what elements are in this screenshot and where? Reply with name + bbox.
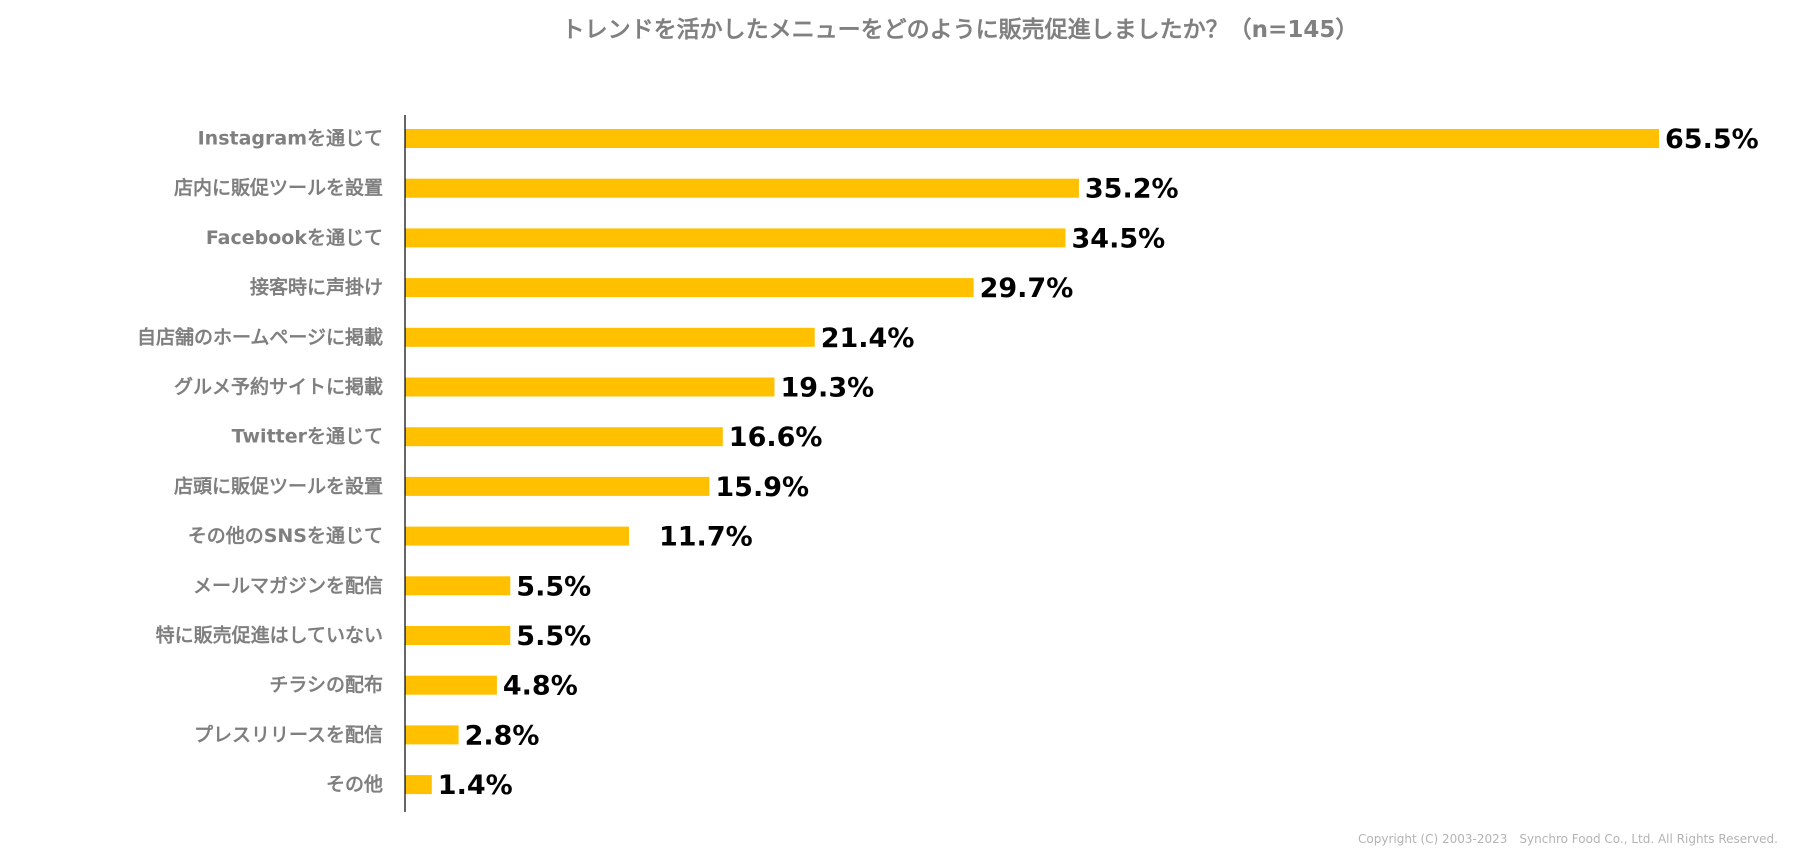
- bar: [405, 476, 710, 496]
- data-label: 65.5%: [1665, 124, 1759, 155]
- data-label: 16.6%: [729, 422, 823, 453]
- category-label: メールマガジンを配信: [193, 574, 383, 597]
- chart-title: トレンドを活かしたメニューをどのように販売促進しましたか？（n=145）: [562, 16, 1359, 43]
- category-label: 店頭に販促ツールを設置: [174, 474, 383, 497]
- category-label: Twitterを通じて: [232, 426, 383, 448]
- data-label: 19.3%: [780, 373, 874, 404]
- category-label: その他: [326, 773, 383, 796]
- data-label: 11.7%: [659, 522, 753, 553]
- bar: [405, 626, 511, 645]
- data-label: 35.2%: [1085, 174, 1179, 205]
- bar: [405, 526, 629, 546]
- category-label: グルメ予約サイトに掲載: [174, 375, 383, 398]
- category-label: 自店舗のホームページに掲載: [137, 325, 383, 348]
- data-label: 5.5%: [516, 571, 591, 602]
- category-label: その他のSNSを通じて: [188, 524, 383, 547]
- bar: [405, 129, 1659, 148]
- category-label: Instagramを通じて: [198, 128, 383, 150]
- data-label: 15.9%: [715, 472, 809, 503]
- data-label: 29.7%: [980, 273, 1074, 304]
- data-label: 5.5%: [516, 621, 591, 652]
- category-label: 店内に販促ツールを設置: [174, 176, 383, 199]
- bar: [405, 775, 432, 795]
- bar: [405, 278, 974, 298]
- data-label: 21.4%: [821, 323, 915, 354]
- bar: [405, 327, 815, 347]
- data-label: 1.4%: [438, 770, 513, 801]
- bar: [405, 228, 1066, 248]
- category-label: Facebookを通じて: [206, 227, 383, 249]
- bar: [405, 725, 459, 745]
- bar: [405, 675, 497, 695]
- category-label: 接客時に声掛け: [250, 276, 383, 299]
- bars-layer: Instagramを通じて 65.5% 店内に販促ツールを設置 35.2% Facebo…: [137, 124, 1759, 801]
- bar: [405, 427, 723, 447]
- bar: [405, 377, 775, 397]
- category-label: 特に販売促進はしていない: [156, 624, 383, 647]
- data-label: 4.8%: [503, 671, 578, 702]
- data-label: 34.5%: [1072, 223, 1166, 254]
- data-label: 2.8%: [465, 720, 540, 751]
- copyright-text: Copyright (C) 2003-2023 Synchro Food Co.…: [1358, 832, 1778, 846]
- bar: [405, 178, 1079, 198]
- category-label: プレスリリースを配信: [194, 723, 383, 746]
- category-label: チラシの配布: [269, 673, 383, 696]
- bar: [405, 576, 511, 596]
